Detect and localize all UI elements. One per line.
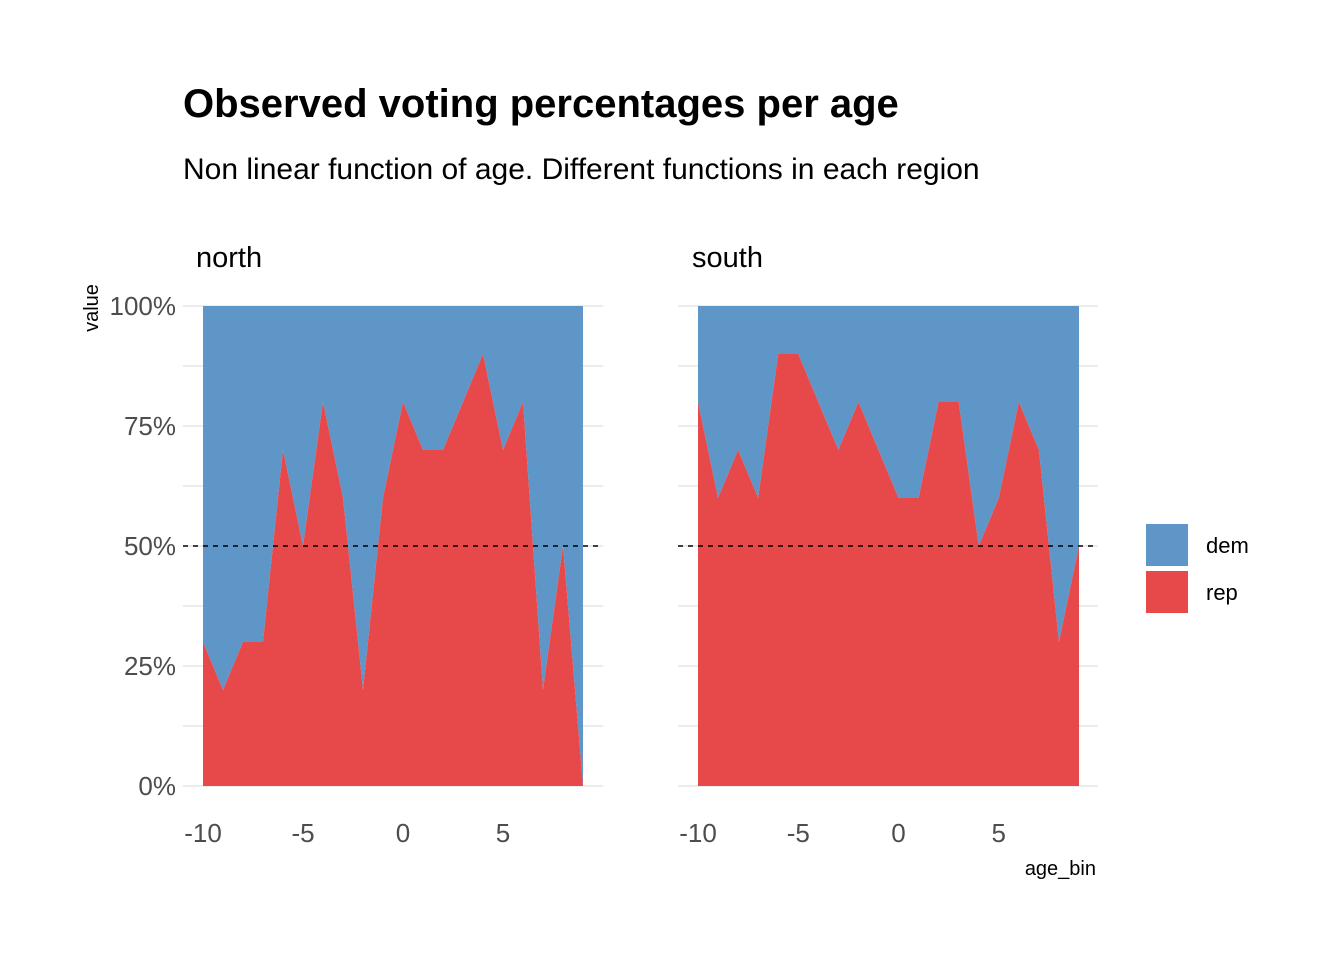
x-tick-label: -5 [291, 818, 314, 848]
y-tick-label: 25% [124, 651, 176, 681]
y-tick-label: 0% [138, 771, 176, 801]
legend-label-rep: rep [1206, 580, 1238, 605]
y-tick-label: 75% [124, 411, 176, 441]
area-dem-north [203, 306, 583, 786]
x-tick-label: 5 [496, 818, 510, 848]
x-tick-label: -5 [787, 818, 810, 848]
x-axis-label: age_bin [1025, 858, 1096, 880]
panels-layer: north-10 -5 0 50%25%50%75%100%south-10 -5 0 5 [110, 242, 1098, 848]
facet-label-north: north [196, 242, 262, 274]
facet-label-south: south [692, 242, 763, 274]
area-rep-north [203, 354, 583, 786]
legend: dem rep [1146, 524, 1249, 613]
x-tick-label: 0 [396, 818, 410, 848]
legend-key-dem [1146, 524, 1188, 566]
x-tick-label: -10 [679, 818, 717, 848]
legend-label-dem: dem [1206, 533, 1249, 558]
x-tick-label: 5 [992, 818, 1006, 848]
x-tick-label: 0 [891, 818, 905, 848]
chart-subtitle: Non linear function of age. Different fu… [183, 153, 980, 186]
legend-key-rep [1146, 571, 1188, 613]
chart-title: Observed voting percentages per age [183, 82, 899, 126]
y-tick-label: 100% [110, 291, 177, 321]
panel-south: south -10 -5 0 5 [678, 242, 1098, 848]
y-tick-label: 50% [124, 531, 176, 561]
y-axis-label: value [81, 284, 103, 332]
x-tick-label: -10 [184, 818, 222, 848]
area-rep-south [698, 354, 1079, 786]
panel-north: north-10 -5 0 50%25%50%75%100% [110, 242, 603, 848]
